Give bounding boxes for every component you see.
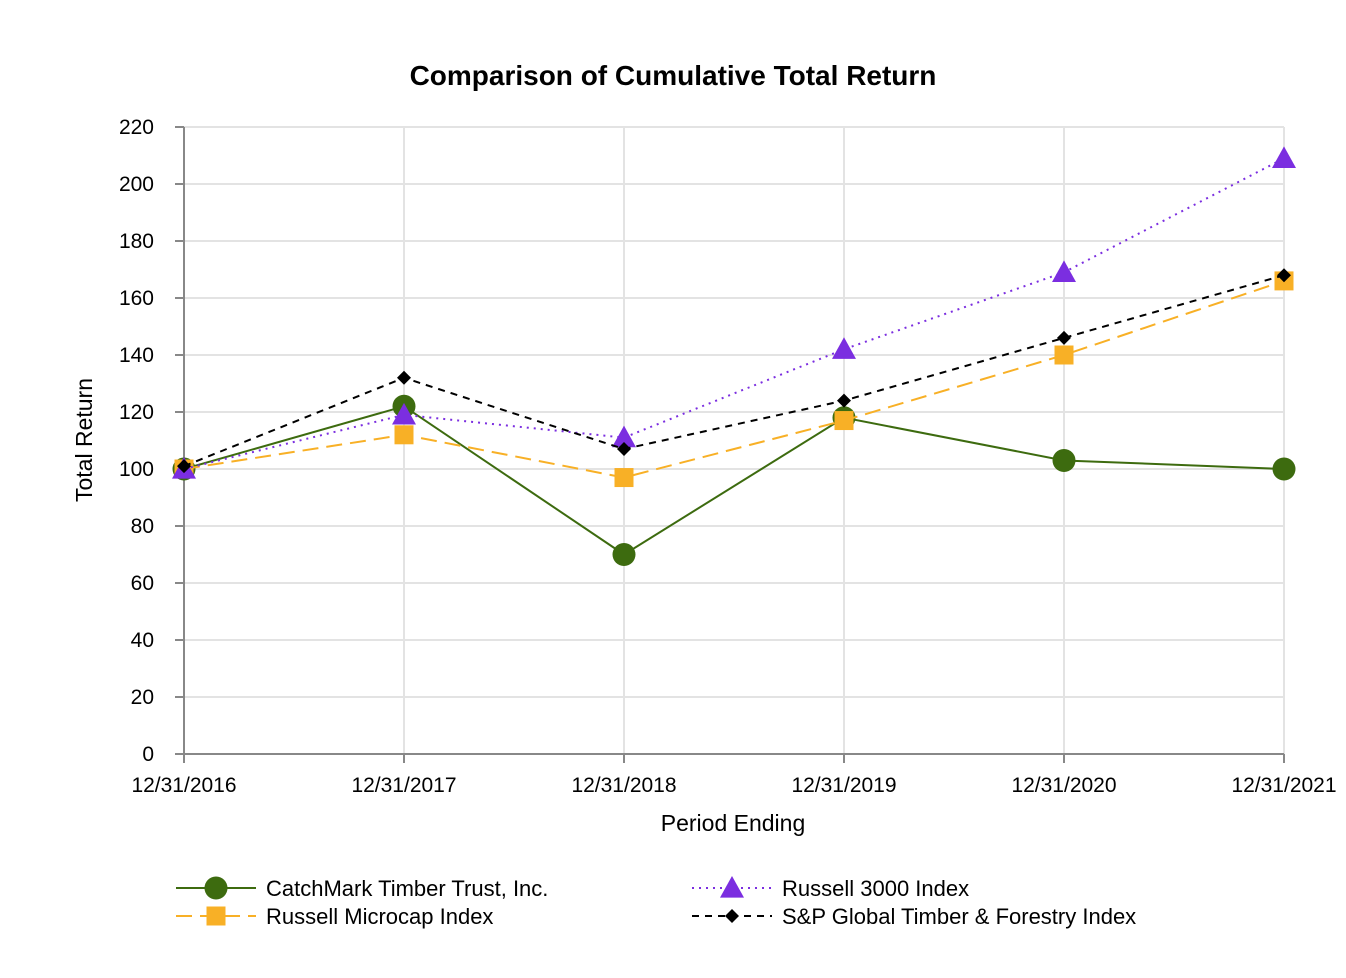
series-line	[183, 405, 1285, 556]
x-tick-label: 12/31/2017	[351, 774, 456, 797]
series-line	[183, 279, 1285, 479]
data-point	[1052, 260, 1076, 282]
y-tick-label: 140	[119, 344, 154, 367]
data-point	[612, 543, 636, 566]
y-tick-label: 60	[131, 572, 154, 595]
series-1	[172, 146, 1296, 479]
series-line	[183, 157, 1285, 470]
x-axis-label: Period Ending	[661, 810, 806, 836]
legend-marker	[720, 876, 744, 898]
legend-item: S&P Global Timber & Forestry Index	[692, 904, 1136, 929]
data-point	[617, 442, 631, 457]
series-line	[183, 274, 1285, 468]
data-point	[612, 425, 636, 448]
data-point	[832, 337, 856, 359]
x-axis-ticks: 12/31/2016 12/31/2017 12/31/2018 12/31/2019…	[131, 754, 1337, 797]
data-point	[1272, 457, 1296, 481]
series-2	[174, 271, 1294, 488]
data-point	[1057, 330, 1071, 345]
legend: CatchMark Timber Trust, Inc. Russell 3000…	[176, 876, 1136, 929]
legend-item: CatchMark Timber Trust, Inc.	[176, 876, 548, 901]
data-point	[397, 370, 411, 385]
data-point	[394, 425, 414, 445]
legend-item: Russell Microcap Index	[176, 904, 493, 929]
data-point	[1052, 448, 1076, 472]
data-point	[834, 411, 854, 431]
data-point	[177, 459, 191, 474]
y-tick-label: 40	[131, 629, 154, 652]
y-tick-label: 20	[131, 686, 154, 709]
y-tick-label: 220	[119, 116, 154, 139]
series-0	[172, 394, 1296, 566]
y-tick-label: 180	[119, 230, 154, 253]
grid-lines	[184, 126, 1285, 754]
x-tick-label: 12/31/2018	[571, 774, 676, 797]
y-tick-label: 80	[131, 515, 154, 538]
legend-item: Russell 3000 Index	[692, 876, 969, 901]
legend-label: Russell Microcap Index	[266, 904, 493, 929]
y-axis-label: Total Return	[71, 378, 97, 502]
legend-label: S&P Global Timber & Forestry Index	[782, 904, 1136, 929]
y-tick-label: 160	[119, 287, 154, 310]
y-tick-label: 200	[119, 173, 154, 196]
data-point	[1277, 268, 1291, 283]
data-point	[392, 402, 416, 425]
series-3	[177, 268, 1291, 474]
x-tick-label: 12/31/2019	[791, 774, 896, 797]
x-tick-label: 12/31/2016	[131, 774, 236, 797]
legend-label: CatchMark Timber Trust, Inc.	[266, 876, 548, 901]
x-tick-label: 12/31/2020	[1011, 774, 1116, 797]
legend-label: Russell 3000 Index	[782, 876, 969, 901]
legend-marker	[204, 876, 228, 900]
series-group	[172, 146, 1296, 566]
y-tick-label: 0	[142, 743, 154, 766]
chart-title: Comparison of Cumulative Total Return	[410, 60, 937, 91]
data-point	[1272, 146, 1296, 168]
legend-marker	[725, 909, 739, 923]
x-tick-label: 12/31/2021	[1231, 774, 1336, 797]
data-point	[1054, 345, 1074, 365]
legend-marker	[206, 906, 226, 926]
y-tick-label: 100	[119, 458, 154, 481]
axes	[183, 127, 1284, 755]
y-axis-ticks: 0 20 40 60 80 100 120 140 160 180 200 220	[119, 116, 184, 766]
y-tick-label: 120	[119, 401, 154, 424]
data-point	[614, 468, 634, 488]
data-point	[837, 393, 851, 408]
